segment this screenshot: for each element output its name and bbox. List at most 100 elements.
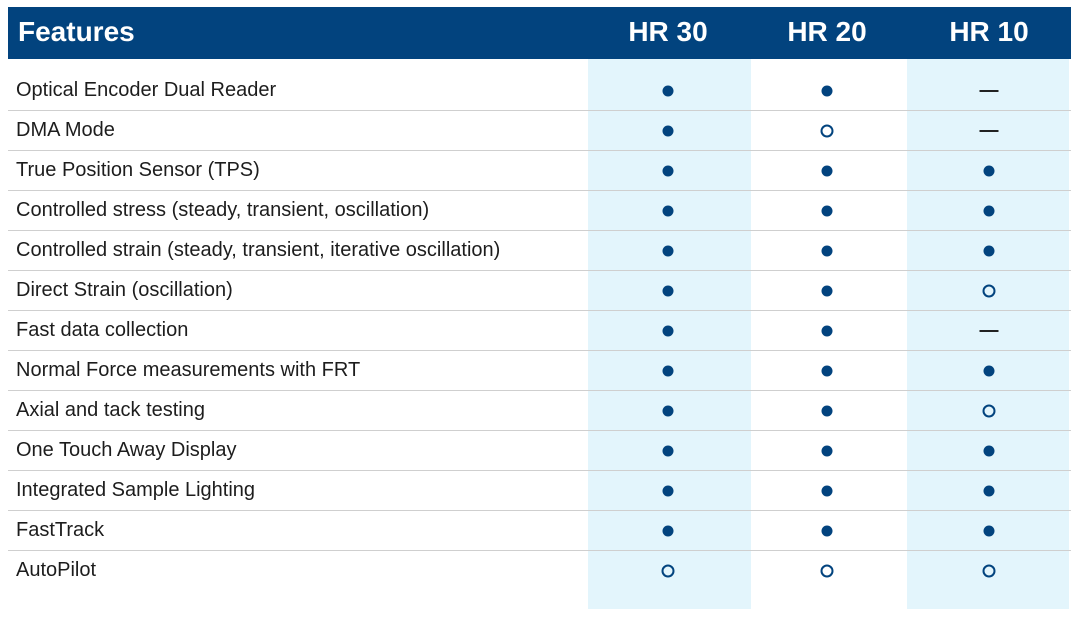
feature-label: Integrated Sample Lighting [16,479,256,501]
cell-hr10 [909,71,1069,110]
feature-label: Controlled stress (steady, transient, os… [16,199,430,221]
filled-circle-icon [662,85,674,96]
open-circle-icon [820,124,834,137]
cell-hr30 [588,471,748,510]
filled-circle-icon [662,205,674,216]
table-row: DMA Mode [8,111,1071,151]
filled-circle-icon [983,205,995,216]
filled-circle-icon [821,405,833,416]
cell-hr20 [747,111,907,150]
feature-label: AutoPilot [16,559,97,581]
feature-label: Normal Force measurements with FRT [16,359,361,381]
table-body: Optical Encoder Dual Reader DMA Mode True … [8,71,1071,591]
filled-circle-icon [821,165,833,176]
features-heading: Features [18,16,135,47]
column-heading-hr10: HR 10 [949,16,1029,47]
filled-circle-icon [662,165,674,176]
filled-circle-icon [821,365,833,376]
filled-circle-icon [821,525,833,536]
open-circle-icon [982,404,996,417]
filled-circle-icon [662,405,674,416]
cell-hr30 [588,511,748,550]
cell-hr20 [747,151,907,190]
cell-hr10 [909,231,1069,270]
cell-hr30 [588,351,748,390]
cell-hr30 [588,191,748,230]
feature-label: Fast data collection [16,319,189,341]
dash-icon [979,329,999,332]
dash-icon [979,129,999,132]
table-row: AutoPilot [8,551,1071,591]
table-row: Normal Force measurements with FRT [8,351,1071,391]
cell-hr30 [588,111,748,150]
cell-hr30 [588,391,748,430]
filled-circle-icon [821,205,833,216]
column-heading-hr20: HR 20 [787,16,867,47]
cell-hr20 [747,71,907,110]
feature-label: Direct Strain (oscillation) [16,279,233,301]
filled-circle-icon [821,485,833,496]
filled-circle-icon [983,525,995,536]
cell-hr10 [909,391,1069,430]
cell-hr30 [588,151,748,190]
cell-hr20 [747,311,907,350]
open-circle-icon [820,564,834,577]
filled-circle-icon [821,325,833,336]
cell-hr20 [747,551,907,590]
cell-hr30 [588,231,748,270]
filled-circle-icon [821,245,833,256]
filled-circle-icon [662,445,674,456]
open-circle-icon [982,564,996,577]
table-row: True Position Sensor (TPS) [8,151,1071,191]
table-row: Optical Encoder Dual Reader [8,71,1071,111]
open-circle-icon [661,564,675,577]
filled-circle-icon [983,485,995,496]
filled-circle-icon [983,365,995,376]
cell-hr30 [588,551,748,590]
cell-hr10 [909,111,1069,150]
filled-circle-icon [662,485,674,496]
filled-circle-icon [662,125,674,136]
table-row: FastTrack [8,511,1071,551]
cell-hr20 [747,471,907,510]
cell-hr30 [588,311,748,350]
table-row: Controlled stress (steady, transient, os… [8,191,1071,231]
filled-circle-icon [983,165,995,176]
cell-hr20 [747,431,907,470]
filled-circle-icon [821,285,833,296]
feature-label: Optical Encoder Dual Reader [16,79,277,101]
cell-hr20 [747,391,907,430]
cell-hr20 [747,231,907,270]
cell-hr10 [909,511,1069,550]
cell-hr10 [909,151,1069,190]
cell-hr10 [909,311,1069,350]
cell-hr10 [909,351,1069,390]
feature-label: Axial and tack testing [16,399,205,421]
filled-circle-icon [662,245,674,256]
cell-hr10 [909,191,1069,230]
table-row: Direct Strain (oscillation) [8,271,1071,311]
dash-icon [979,89,999,92]
cell-hr20 [747,271,907,310]
table-row: Fast data collection [8,311,1071,351]
feature-label: Controlled strain (steady, transient, it… [16,239,501,261]
cell-hr10 [909,431,1069,470]
table-row: Controlled strain (steady, transient, it… [8,231,1071,271]
filled-circle-icon [662,365,674,376]
cell-hr10 [909,551,1069,590]
table-row: Axial and tack testing [8,391,1071,431]
filled-circle-icon [662,525,674,536]
feature-label: One Touch Away Display [16,439,237,461]
feature-label: DMA Mode [16,119,115,141]
cell-hr20 [747,511,907,550]
filled-circle-icon [983,445,995,456]
cell-hr30 [588,271,748,310]
cell-hr30 [588,71,748,110]
feature-label: FastTrack [16,519,105,541]
cell-hr10 [909,271,1069,310]
filled-circle-icon [821,445,833,456]
table-header: Features HR 30 HR 20 HR 10 [8,7,1071,59]
feature-label: True Position Sensor (TPS) [16,159,260,181]
cell-hr20 [747,191,907,230]
table-row: One Touch Away Display [8,431,1071,471]
